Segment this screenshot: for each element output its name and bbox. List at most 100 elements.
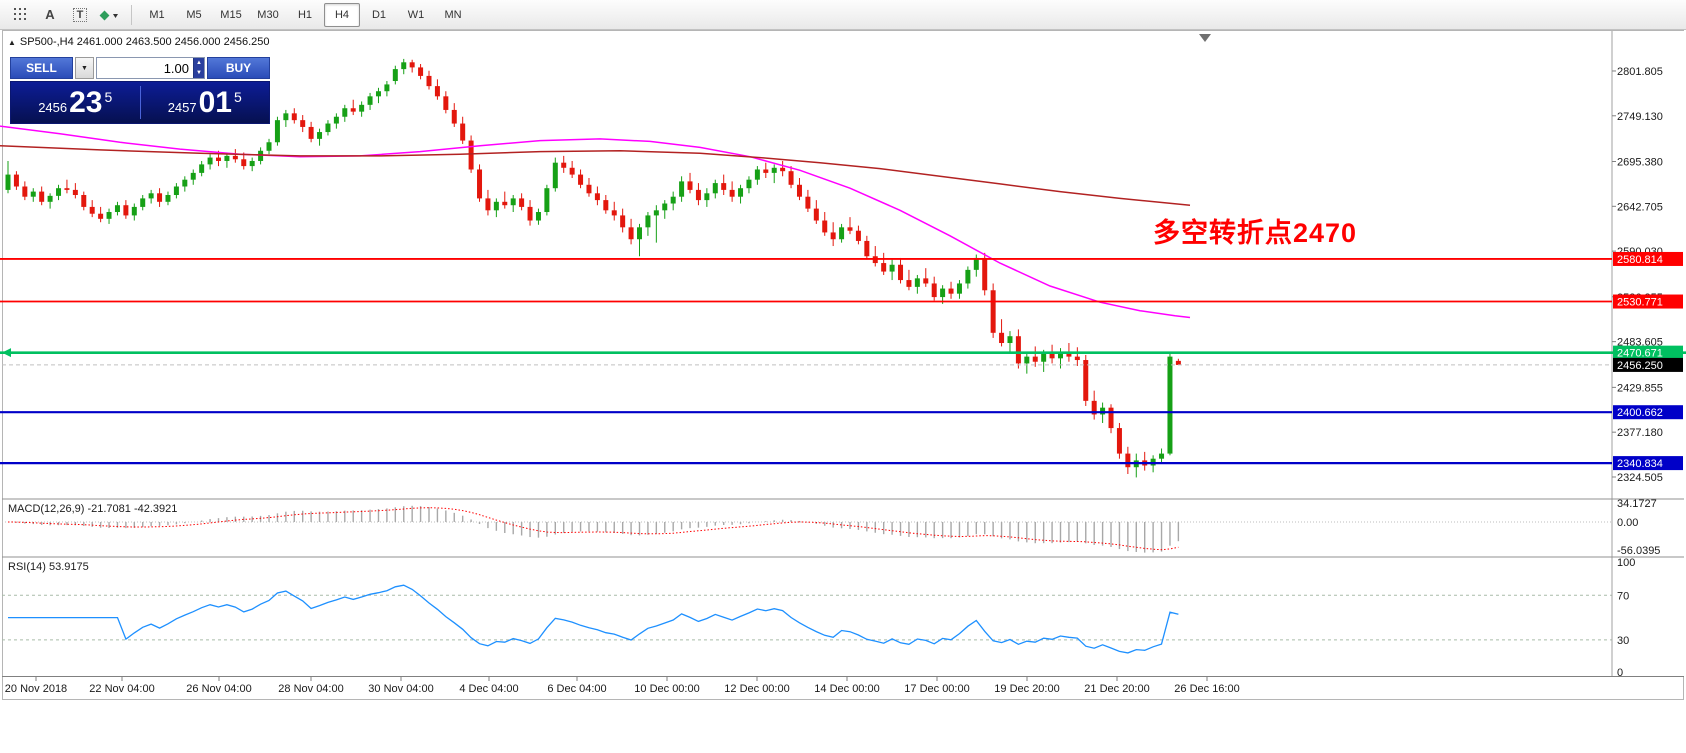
level-price-tag — [1613, 456, 1683, 471]
candle-body — [662, 203, 668, 211]
candle-body — [451, 109, 457, 124]
macd-axis-label: 34.1727 — [1617, 498, 1657, 510]
candle-body — [283, 113, 289, 121]
price-axis-label: 2642.705 — [1617, 201, 1663, 213]
candle-body — [552, 162, 558, 189]
candle-body — [1116, 428, 1122, 454]
timeframe-mn[interactable]: MN — [444, 8, 462, 21]
candle-body — [1091, 400, 1097, 415]
price-axis-label: 2377.180 — [1617, 427, 1663, 439]
candle-body — [586, 184, 592, 194]
candle-body — [493, 201, 499, 211]
time-axis-label: 4 Dec 04:00 — [459, 683, 518, 695]
timeframe-m5[interactable]: M5 — [186, 8, 202, 21]
candle-body — [839, 227, 845, 240]
candle-body — [190, 172, 196, 180]
candle-body — [527, 206, 533, 221]
volume-decrease-button[interactable]: ▼ — [196, 70, 202, 76]
sell-button[interactable]: SELL — [10, 57, 73, 79]
text-box-icon[interactable]: T — [66, 3, 94, 27]
candle-body — [965, 269, 971, 284]
candle-body — [367, 96, 373, 105]
time-axis-label: 10 Dec 00:00 — [634, 683, 699, 695]
candle-body — [359, 104, 365, 112]
bid-quote[interactable]: 2456 23 5 — [11, 82, 140, 123]
collapse-arrow-icon[interactable]: ▲ — [8, 37, 16, 47]
candle-body — [106, 212, 112, 219]
candle-body — [207, 157, 213, 165]
candle-body — [864, 240, 870, 257]
level-price-tag-text: 2470.671 — [1617, 348, 1663, 360]
candle-body — [1083, 360, 1089, 401]
candle-body — [249, 160, 255, 167]
symbol-ohlc-text: SP500-,H4 2461.000 2463.500 2456.000 245… — [19, 36, 270, 48]
candle-body — [830, 232, 836, 240]
text-label-icon[interactable]: A — [36, 3, 64, 27]
order-type-dropdown[interactable]: ▼ — [75, 57, 94, 79]
annotation-text[interactable]: 多空转折点2470 — [1153, 218, 1358, 248]
macd-label: MACD(12,26,9) -21.7081 -42.3921 — [8, 503, 178, 515]
timeframe-m30[interactable]: M30 — [257, 8, 279, 21]
ask-quote[interactable]: 2457 01 5 — [141, 82, 270, 123]
candle-body — [569, 167, 575, 175]
candle-body — [519, 198, 525, 207]
one-click-trade-row: SELL ▼ ▲ ▼ BUY — [10, 57, 270, 79]
candle-body — [763, 169, 769, 173]
buy-button[interactable]: BUY — [207, 57, 270, 79]
candle-body — [317, 132, 323, 139]
chart-shift-marker-icon[interactable] — [1199, 34, 1211, 42]
candle-body — [1100, 407, 1106, 415]
rsi-line — [8, 584, 1179, 654]
candle-body — [561, 162, 567, 168]
shapes-dropdown-icon[interactable] — [96, 3, 124, 27]
candle-body — [148, 193, 154, 199]
candle-body — [999, 332, 1005, 344]
time-axis-label: 21 Dec 20:00 — [1084, 683, 1149, 695]
candle-body — [881, 263, 887, 272]
candle-body — [333, 116, 339, 124]
price-axis-label: 2695.380 — [1617, 157, 1663, 169]
timeframe-w1[interactable]: W1 — [407, 8, 425, 21]
candle-body — [1125, 453, 1131, 468]
symbol-ohlc-label: ▲ SP500-,H4 2461.000 2463.500 2456.000 2… — [8, 36, 269, 48]
timeframe-h4[interactable]: H4 — [324, 2, 360, 27]
time-axis-label: 14 Dec 00:00 — [814, 683, 879, 695]
candle-body — [805, 196, 811, 209]
candle-body — [13, 174, 19, 187]
candle-body — [232, 155, 238, 160]
price-axis-label: 2749.130 — [1617, 111, 1663, 123]
candle-body — [224, 155, 230, 161]
timeframe-buttons: M1 M5 M15 M30 H1 H4 D1 W1 MN — [139, 2, 471, 27]
volume-increase-button[interactable]: ▲ — [196, 60, 202, 66]
candle-body — [22, 186, 28, 197]
text-label-glyph: A — [45, 7, 55, 22]
rsi-axis-label: 0 — [1617, 667, 1623, 679]
candle-body — [98, 213, 104, 219]
candle-body — [645, 215, 651, 228]
candle-body — [771, 167, 777, 173]
candle-body — [637, 227, 642, 240]
level-price-tag — [1613, 251, 1683, 266]
level-price-tag — [1613, 405, 1683, 420]
candle-body — [477, 169, 483, 199]
time-axis-label: 19 Dec 20:00 — [994, 683, 1059, 695]
candle-body — [173, 186, 179, 196]
level-price-tag-text: 2580.814 — [1617, 254, 1663, 266]
current-price-tag-text: 2456.250 — [1617, 360, 1663, 372]
crosshair-icon[interactable] — [6, 3, 34, 27]
level-price-tag-text: 2400.662 — [1617, 407, 1663, 419]
candle-body — [350, 108, 356, 112]
volume-input[interactable] — [97, 58, 193, 78]
candle-body — [165, 195, 171, 202]
bid-price-small: 2456 — [38, 100, 68, 115]
timeframe-m15[interactable]: M15 — [220, 8, 242, 21]
candle-body — [594, 193, 600, 201]
candle-body — [679, 181, 685, 197]
candle-body — [578, 174, 584, 185]
timeframe-d1[interactable]: D1 — [371, 8, 387, 21]
candle-body — [889, 264, 895, 272]
timeframe-m1[interactable]: M1 — [149, 8, 165, 21]
timeframe-h1[interactable]: H1 — [297, 8, 313, 21]
candle-body — [1108, 407, 1114, 429]
